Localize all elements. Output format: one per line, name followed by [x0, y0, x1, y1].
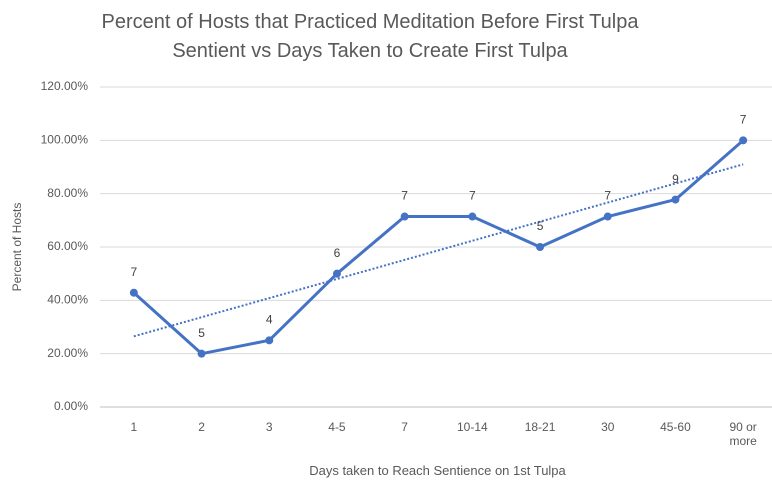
y-tick-label: 100.00% — [41, 133, 89, 147]
x-tick-label: 18-21 — [524, 420, 556, 434]
point-label: 7 — [401, 189, 408, 203]
chart-title: Percent of Hosts that Practiced Meditati… — [101, 11, 639, 62]
x-tick-label: 4-5 — [328, 420, 346, 434]
x-tick-label: 90 or more — [729, 420, 757, 448]
point — [671, 195, 680, 204]
point-label: 4 — [266, 313, 273, 327]
y-tick-label: 80.00% — [47, 186, 88, 200]
y-tick-label: 0.00% — [54, 399, 88, 413]
y-tick-label: 120.00% — [41, 79, 89, 93]
point-label: 7 — [469, 189, 476, 203]
point-label: 5 — [198, 326, 205, 340]
point-label: 7 — [604, 189, 611, 203]
point-label: 7 — [131, 265, 138, 279]
x-tick-label: 1 — [130, 420, 138, 434]
point — [265, 336, 274, 345]
trendline — [133, 163, 744, 338]
point — [603, 212, 612, 221]
point — [197, 349, 206, 358]
point — [129, 288, 138, 297]
x-axis-title: Days taken to Reach Sentience on 1st Tul… — [309, 463, 566, 478]
point-label: 6 — [334, 246, 341, 260]
point-label: 9 — [672, 172, 679, 186]
x-tick-label: 45-60 — [660, 420, 691, 434]
point — [468, 212, 477, 221]
series-line — [132, 139, 745, 356]
point — [536, 243, 545, 251]
y-tick-label: 40.00% — [47, 293, 88, 307]
y-tick-label: 20.00% — [47, 346, 88, 360]
x-tick-label: 3 — [265, 420, 273, 434]
point — [400, 212, 409, 221]
x-tick-label: 30 — [601, 420, 615, 434]
x-tick-label: 2 — [198, 420, 205, 434]
x-tick-label: 10-14 — [456, 420, 488, 434]
y-tick-label: 60.00% — [47, 239, 88, 253]
y-axis-title: Percent of Hosts — [10, 203, 24, 292]
point-label: 7 — [740, 113, 747, 127]
point-label: 5 — [537, 219, 544, 233]
point — [332, 269, 341, 278]
x-tick-label: 7 — [401, 420, 408, 434]
point — [739, 136, 748, 145]
